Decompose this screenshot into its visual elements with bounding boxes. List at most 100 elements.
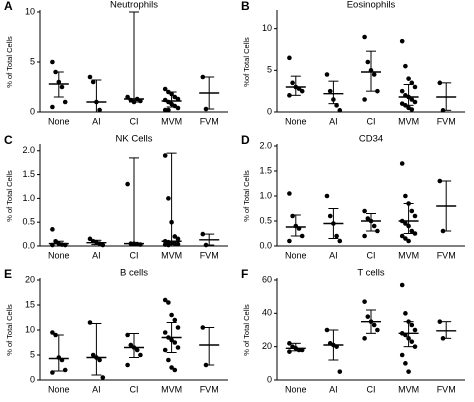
data-point <box>166 196 171 201</box>
panel-title: Neutrophils <box>110 0 158 11</box>
y-tick-label: 60 <box>262 274 272 284</box>
x-tick-label: MVM <box>398 250 419 260</box>
x-tick-label: FVM <box>200 250 219 260</box>
data-point <box>128 342 134 348</box>
data-point <box>175 236 181 242</box>
x-tick-label: MVM <box>398 384 419 394</box>
x-tick-label: None <box>48 116 70 126</box>
data-point <box>324 72 330 77</box>
data-point <box>87 236 93 242</box>
x-tick-label: MVM <box>161 250 182 260</box>
data-point <box>403 63 408 69</box>
y-tick-label: 10 <box>25 324 35 334</box>
x-tick-label: AI <box>92 116 101 126</box>
data-point <box>62 99 68 105</box>
data-point <box>172 340 178 345</box>
data-point <box>175 325 181 330</box>
x-tick-label: MVM <box>161 384 182 394</box>
data-point <box>365 314 371 319</box>
data-point <box>409 97 415 102</box>
data-point <box>412 231 418 236</box>
x-tick-label: AI <box>329 250 338 260</box>
data-point <box>399 352 405 358</box>
data-point <box>403 221 408 226</box>
data-point <box>162 347 168 353</box>
data-point <box>409 208 415 214</box>
data-point <box>399 88 405 94</box>
data-point <box>200 74 206 80</box>
data-point <box>337 108 343 113</box>
panel-title: NK Cells <box>116 134 153 145</box>
data-point <box>90 79 96 85</box>
data-point <box>409 107 415 112</box>
data-point <box>90 352 96 358</box>
data-point <box>327 213 333 219</box>
y-tick-label: 1.0 <box>259 190 272 200</box>
data-point <box>409 339 415 344</box>
data-point <box>175 345 181 350</box>
data-point <box>162 86 168 92</box>
y-axis-label: % of Total Cells <box>5 304 14 356</box>
panel-title: Eosinophils <box>347 0 396 11</box>
data-point <box>324 193 330 199</box>
x-tick-label: None <box>285 384 307 394</box>
data-point <box>100 375 106 380</box>
data-point <box>162 330 168 335</box>
data-point <box>50 370 55 375</box>
data-point <box>362 97 367 102</box>
data-point <box>169 365 174 370</box>
data-point <box>175 241 181 247</box>
data-point <box>365 216 371 221</box>
x-tick-label: CI <box>130 116 139 126</box>
y-tick-label: 1.5 <box>22 169 35 179</box>
x-tick-label: None <box>285 250 307 260</box>
x-tick-label: None <box>285 116 307 126</box>
data-point <box>134 347 140 353</box>
data-point <box>287 238 292 244</box>
x-tick-label: AI <box>92 384 101 394</box>
data-point <box>409 228 415 234</box>
data-point <box>125 362 130 368</box>
data-point <box>375 88 380 94</box>
data-point <box>399 233 405 239</box>
y-axis-label: % of Total Cells <box>5 170 14 222</box>
x-tick-label: FVM <box>437 116 456 126</box>
data-point <box>437 178 443 184</box>
x-tick-label: AI <box>92 250 101 260</box>
data-point <box>399 38 405 44</box>
y-tick-label: 15 <box>25 299 35 309</box>
data-point <box>412 213 418 219</box>
data-point <box>87 74 93 80</box>
data-point <box>412 344 418 349</box>
data-point <box>200 231 206 237</box>
x-tick-label: FVM <box>200 116 219 126</box>
y-axis-label: %of Total Cells <box>242 37 251 87</box>
x-tick-label: MVM <box>161 116 182 126</box>
data-point <box>403 311 408 316</box>
data-point <box>162 107 168 113</box>
data-point <box>412 99 418 105</box>
data-point <box>125 94 130 100</box>
y-axis-label: % of Total Cells <box>242 304 251 356</box>
y-tick-label: 0.5 <box>22 217 35 227</box>
data-point <box>406 369 411 374</box>
x-tick-label: MVM <box>398 116 419 126</box>
data-point <box>287 55 292 61</box>
x-tick-label: AI <box>329 116 338 126</box>
data-point <box>59 84 65 90</box>
panel-title: CD34 <box>359 134 383 145</box>
y-tick-label: 0 <box>267 106 272 116</box>
data-point <box>175 105 181 111</box>
y-tick-label: 0.0 <box>22 240 35 250</box>
data-point <box>299 88 305 94</box>
data-point <box>97 357 102 363</box>
panel-letter: C <box>4 133 13 147</box>
data-point <box>399 282 405 288</box>
data-point <box>162 297 168 303</box>
data-point <box>50 59 55 65</box>
panel-title: B cells <box>120 268 148 279</box>
x-tick-label: CI <box>367 250 376 260</box>
y-tick-label: 40 <box>262 308 272 318</box>
panel-letter: A <box>4 0 13 13</box>
